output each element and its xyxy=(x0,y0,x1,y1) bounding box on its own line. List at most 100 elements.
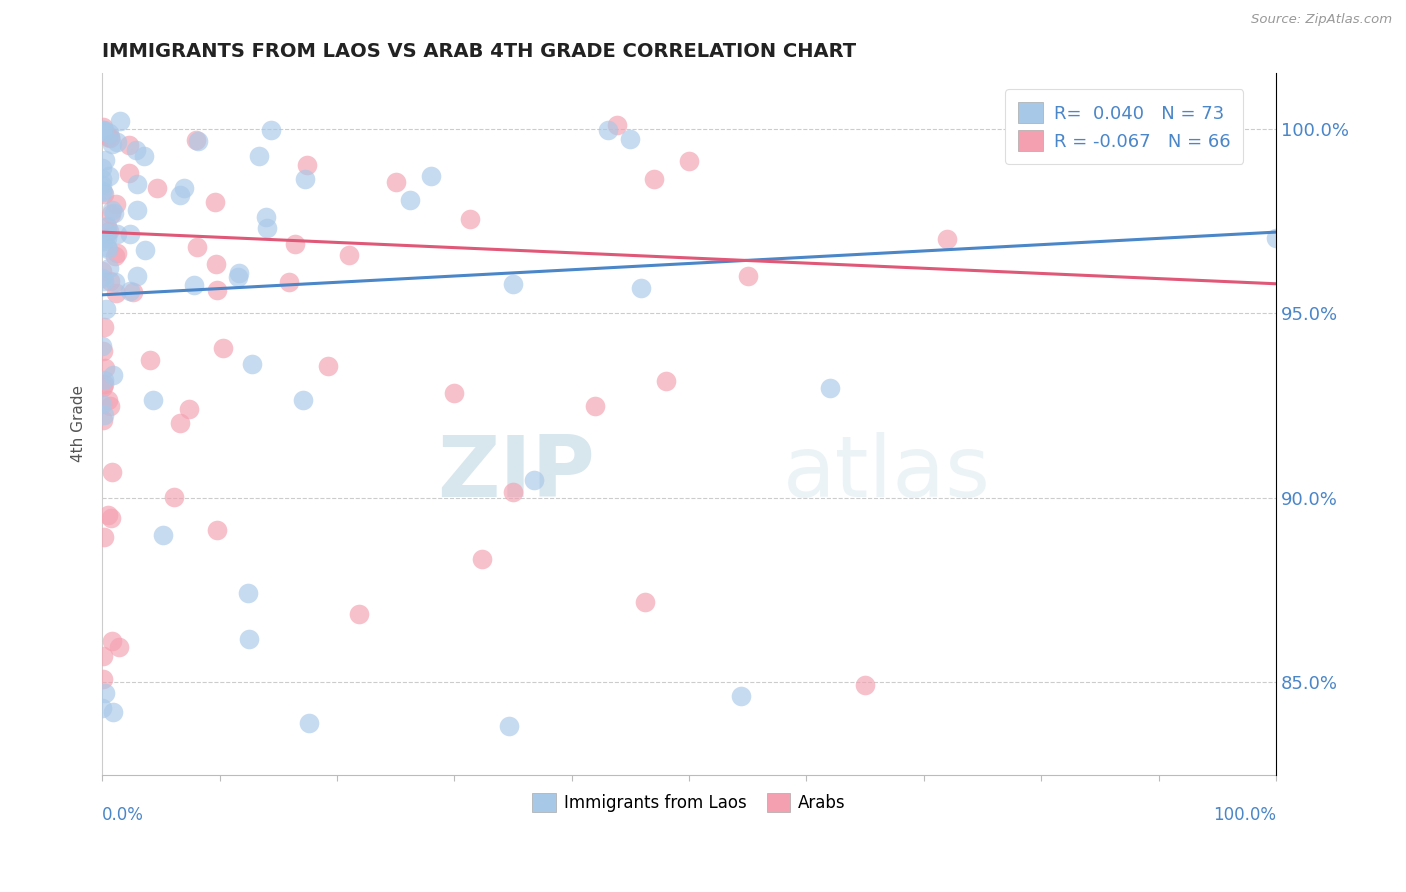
Point xyxy=(125,143,148,157)
Point xyxy=(94,686,117,700)
Point xyxy=(91,271,114,285)
Point xyxy=(105,135,128,149)
Point xyxy=(146,180,169,194)
Point xyxy=(101,137,124,152)
Point xyxy=(643,171,665,186)
Point xyxy=(204,257,226,271)
Point xyxy=(226,269,249,284)
Point xyxy=(97,260,120,275)
Text: 100.0%: 100.0% xyxy=(1213,806,1277,824)
Point xyxy=(93,376,115,391)
Point xyxy=(98,224,121,238)
Point xyxy=(103,206,125,220)
Point xyxy=(97,393,120,408)
Point xyxy=(100,633,122,648)
Point xyxy=(91,672,114,686)
Point xyxy=(634,595,657,609)
Point xyxy=(619,131,641,145)
Point xyxy=(186,134,208,148)
Point xyxy=(98,274,121,288)
Point xyxy=(183,278,205,293)
Point xyxy=(384,175,406,189)
Point xyxy=(205,283,228,297)
Point xyxy=(295,158,318,172)
Point xyxy=(91,178,114,192)
Point xyxy=(125,203,148,218)
Point xyxy=(337,248,360,262)
Point xyxy=(98,399,121,413)
Point xyxy=(93,186,115,201)
Point xyxy=(91,343,114,358)
Point xyxy=(458,212,481,227)
Point xyxy=(91,124,114,138)
Point xyxy=(107,227,129,242)
Point xyxy=(93,530,115,544)
Point xyxy=(655,374,678,388)
Point xyxy=(173,180,195,194)
Point xyxy=(399,193,422,207)
Point xyxy=(98,129,121,144)
Point xyxy=(93,153,115,167)
Point xyxy=(118,138,141,153)
Point xyxy=(152,528,174,542)
Point xyxy=(471,552,494,566)
Point xyxy=(98,169,121,183)
Point xyxy=(294,171,316,186)
Point xyxy=(936,232,959,246)
Point xyxy=(118,166,141,180)
Point xyxy=(97,130,120,145)
Point xyxy=(169,416,191,430)
Point xyxy=(94,302,117,317)
Point xyxy=(101,368,124,383)
Point xyxy=(730,690,752,704)
Point xyxy=(443,386,465,401)
Point xyxy=(91,701,114,715)
Point xyxy=(93,408,115,422)
Point xyxy=(93,373,115,387)
Point xyxy=(93,274,115,288)
Point xyxy=(134,243,156,257)
Point xyxy=(228,267,250,281)
Point xyxy=(127,178,149,192)
Point xyxy=(1265,231,1288,245)
Point xyxy=(91,339,114,353)
Point xyxy=(122,285,145,300)
Point xyxy=(583,399,606,413)
Point xyxy=(91,184,114,198)
Point xyxy=(91,264,114,278)
Text: 0.0%: 0.0% xyxy=(103,806,143,824)
Point xyxy=(110,114,132,128)
Point xyxy=(104,197,127,211)
Point xyxy=(523,473,546,487)
Point xyxy=(105,245,128,260)
Point xyxy=(101,466,124,480)
Point xyxy=(630,281,652,295)
Point xyxy=(91,120,114,134)
Point xyxy=(96,240,118,254)
Point xyxy=(297,716,319,731)
Point xyxy=(260,123,283,137)
Point xyxy=(818,381,841,395)
Point xyxy=(139,353,162,368)
Point xyxy=(186,133,208,147)
Point xyxy=(240,357,263,371)
Point xyxy=(132,149,155,163)
Point xyxy=(256,221,278,235)
Point xyxy=(96,219,118,234)
Point xyxy=(254,210,277,224)
Point xyxy=(118,227,141,242)
Point xyxy=(186,240,208,254)
Point xyxy=(498,719,520,733)
Point xyxy=(853,678,876,692)
Point xyxy=(502,484,524,499)
Point xyxy=(169,187,191,202)
Point xyxy=(96,230,118,244)
Point xyxy=(108,640,131,654)
Point xyxy=(93,123,115,137)
Point xyxy=(207,523,229,537)
Point xyxy=(419,169,441,183)
Point xyxy=(96,226,118,240)
Legend: Immigrants from Laos, Arabs: Immigrants from Laos, Arabs xyxy=(526,786,852,819)
Point xyxy=(91,413,114,427)
Point xyxy=(678,153,700,168)
